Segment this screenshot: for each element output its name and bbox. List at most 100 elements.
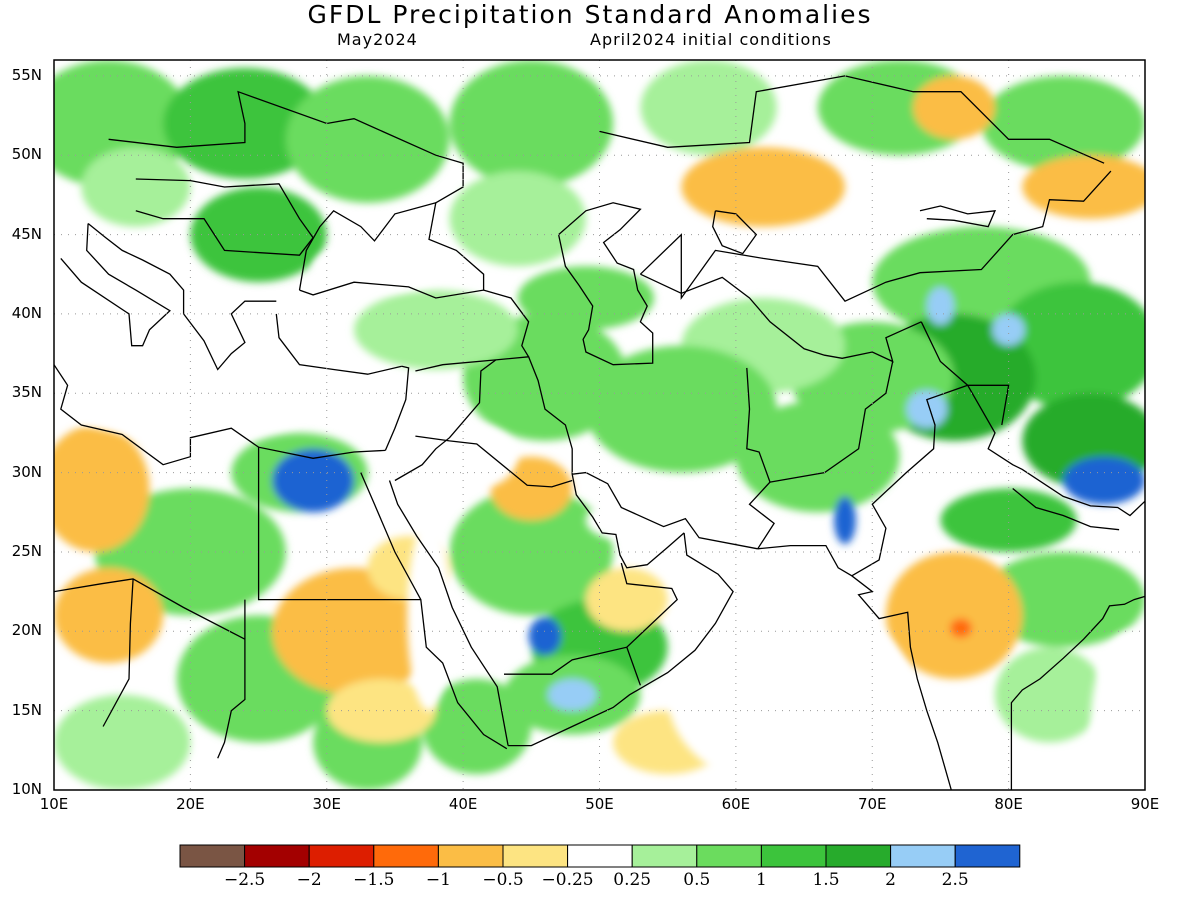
gridlines	[54, 60, 1145, 790]
blob-balkans	[190, 186, 327, 283]
border-iran-iraq	[527, 356, 573, 475]
arabia-south-coast	[508, 532, 734, 747]
border-saudi-north	[415, 435, 573, 488]
blob-blue-indus	[834, 496, 856, 545]
pakistan-india-coast	[757, 544, 952, 790]
border-turkey-iran	[415, 289, 530, 372]
chart-title: GFDL Precipitation Standard Anomalies	[307, 0, 873, 29]
colorbar-tick-label: 2	[885, 870, 896, 890]
border-india-nepal-china	[967, 384, 1145, 517]
border-chad-niger	[102, 578, 134, 727]
blank-red-sea	[407, 520, 451, 711]
caspian-sea	[557, 202, 654, 366]
colorbar-tick-label: −0.5	[482, 870, 524, 890]
map-frame	[53, 59, 1146, 791]
lat-tick-label: 30N	[11, 462, 42, 481]
colorbar-tick-label: −1	[425, 870, 451, 890]
red-sea-west-coast	[360, 472, 508, 750]
blob-lblue-kyrg	[926, 286, 955, 326]
colorbar-swatch	[890, 844, 956, 868]
lat-tick-label: 15N	[11, 700, 42, 719]
forecast-month: May2024	[337, 30, 418, 49]
border-kazakh-south	[639, 170, 1112, 303]
border-yemen-oman	[626, 646, 642, 686]
blob-lblue-yemen	[547, 678, 597, 711]
blob-siberia	[913, 75, 995, 140]
colorbar-tick-label: 2.5	[941, 870, 969, 890]
colorbar-tick-label: 0.5	[683, 870, 711, 890]
border-egypt-libya	[257, 447, 421, 601]
blob-ukraine	[285, 75, 450, 203]
blob-lblue-tarim	[992, 313, 1025, 346]
persian-gulf-coast	[571, 471, 758, 569]
border-kazakh-north	[599, 75, 1105, 164]
lon-tick-label: 60E	[721, 795, 751, 813]
india-east-coast	[1010, 595, 1145, 790]
blob-najd	[449, 488, 614, 616]
borders-balkans	[135, 178, 314, 256]
colorbar-tick-label: 1	[755, 870, 767, 890]
colorbar-swatch	[308, 844, 375, 868]
lat-tick-label: 20N	[11, 621, 42, 640]
lon-tick-label: 90E	[1130, 795, 1160, 813]
levant-coast	[384, 365, 410, 451]
colorbar-swatch	[437, 844, 504, 868]
blank-syria	[435, 425, 518, 489]
colorbar-swatch	[760, 844, 827, 868]
colorbar-swatch	[179, 844, 246, 868]
colorbar-swatch	[567, 844, 633, 868]
blob-kazakh-c	[681, 147, 845, 227]
colorbar-swatch	[244, 844, 310, 868]
blob-austria	[81, 147, 191, 227]
blob-sudan-e	[326, 678, 436, 743]
lat-tick-label: 10N	[11, 780, 42, 798]
blob-india-hot	[949, 618, 972, 638]
blob-lblue-kashmir	[906, 390, 948, 429]
greece-coast	[183, 300, 277, 371]
lake-balkhash	[919, 205, 997, 228]
colorbar-tick-label: −1.5	[353, 870, 395, 890]
colorbar-swatch	[373, 844, 439, 868]
adriatic-coast	[87, 222, 185, 314]
blob-blue-yemen	[528, 617, 562, 656]
border-saudi-south	[504, 562, 678, 675]
colorbar-swatch	[502, 844, 569, 868]
colorbar	[179, 844, 1021, 868]
colorbar-swatch	[631, 844, 698, 868]
anatolia-south-coast	[275, 313, 402, 375]
initial-conditions: April2024 initial conditions	[590, 30, 832, 49]
blank-arabian-sea	[667, 599, 914, 790]
coastlines-borders	[54, 75, 1145, 790]
border-china-west	[920, 321, 1010, 426]
black-sea-coast	[298, 201, 485, 299]
blank-bay-bengal	[1090, 631, 1145, 790]
red-sea-east-coast	[388, 480, 509, 746]
blank-aegean	[217, 329, 327, 394]
blob-russia-s	[449, 60, 614, 187]
blob-dzungaria	[1022, 155, 1145, 219]
border-nepal-south	[1012, 487, 1120, 531]
blob-oman	[585, 567, 668, 632]
blob-blue-tibet	[1063, 456, 1145, 505]
border-libya-chad-sudan	[217, 599, 246, 759]
blob-altai	[981, 75, 1145, 172]
colorbar-tick-label: 0.25	[613, 870, 652, 890]
border-afghan-pak	[769, 361, 894, 483]
colorbar-swatch	[954, 844, 1021, 868]
blob-india-c	[885, 551, 1023, 679]
lon-tick-label: 40E	[448, 795, 478, 813]
colorbar-tick-label: 1.5	[812, 870, 840, 890]
lat-tick-label: 35N	[11, 383, 42, 402]
lon-tick-label: 30E	[312, 795, 342, 813]
lat-tick-label: 55N	[11, 65, 42, 84]
lon-tick-label: 20E	[176, 795, 205, 813]
blob-sahel	[54, 694, 191, 790]
italy-east-coast	[60, 223, 171, 347]
lon-tick-label: 10E	[39, 795, 69, 813]
blob-blue-egypt	[272, 448, 355, 513]
aral-sea	[712, 210, 758, 255]
lat-tick-label: 25N	[11, 541, 42, 560]
blob-iran	[585, 345, 777, 473]
lon-tick-label: 70E	[857, 795, 887, 813]
